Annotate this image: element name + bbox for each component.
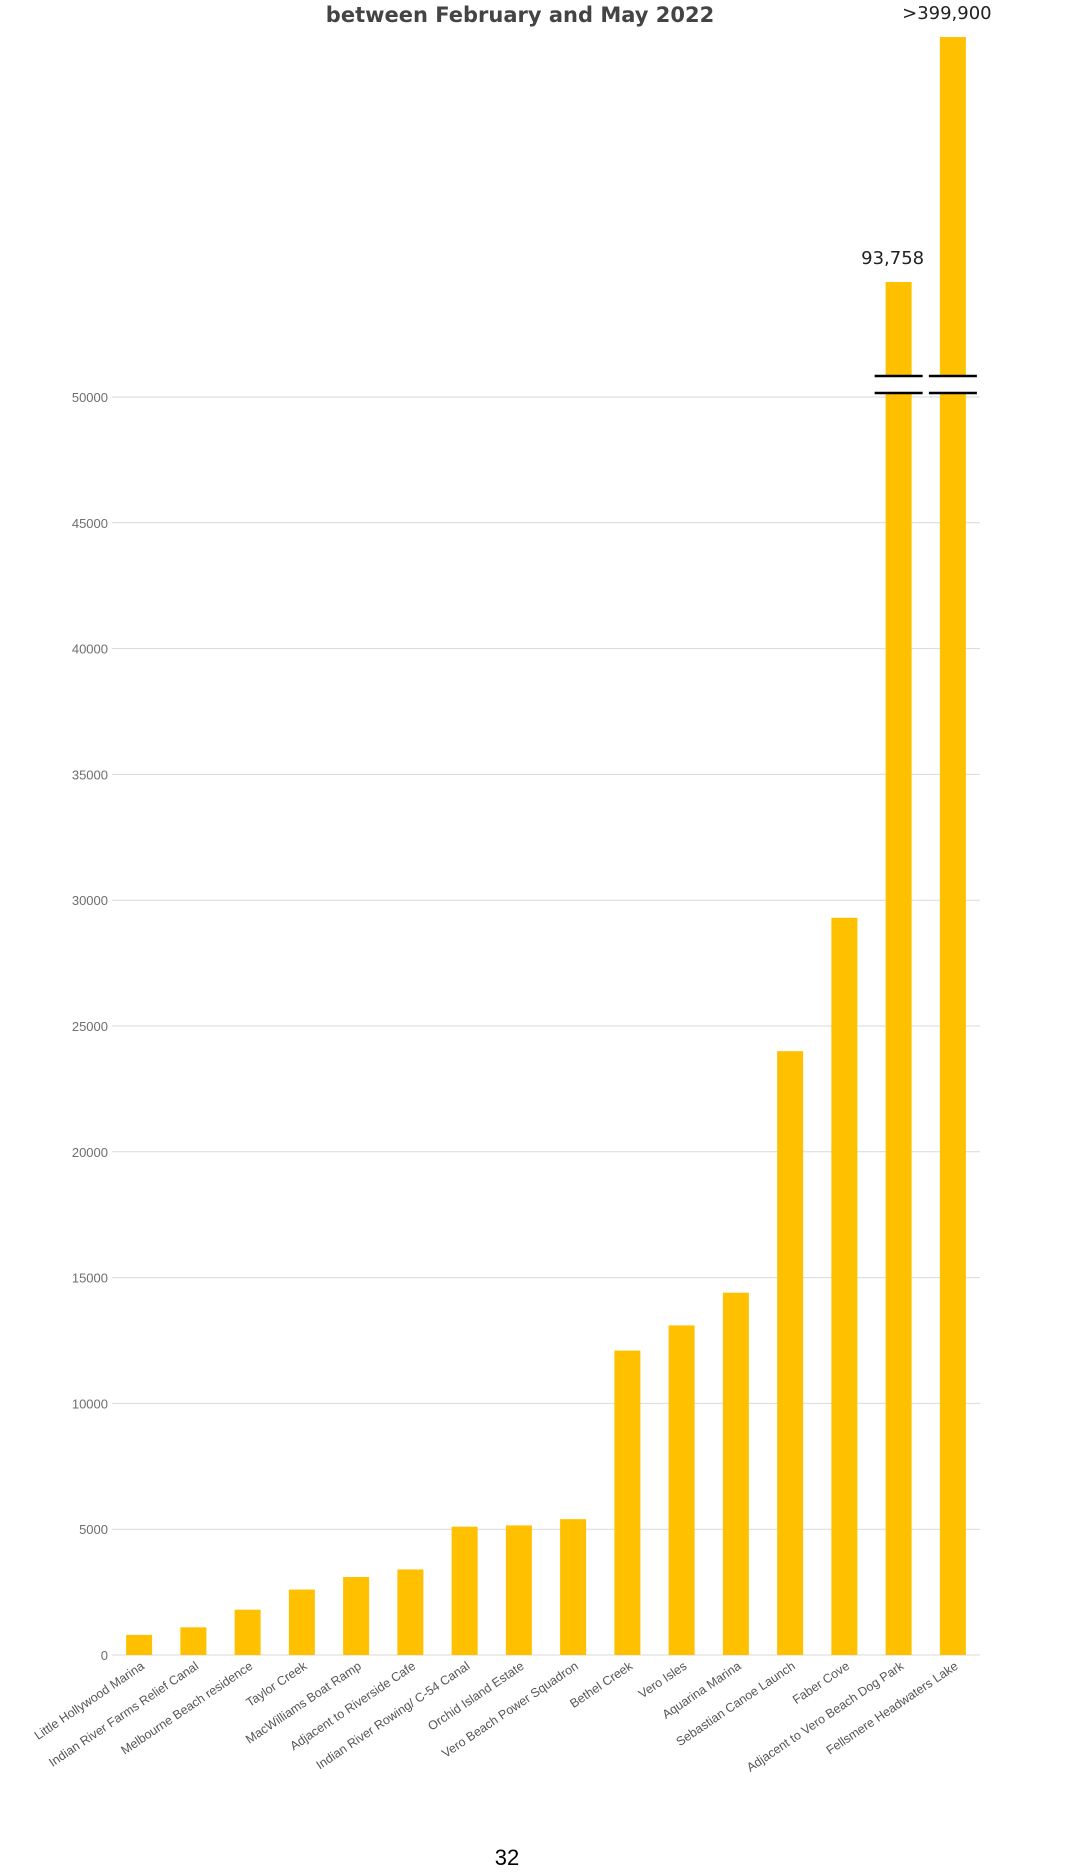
gridlines [112,396,980,1656]
y-tick-label: 45000 [72,516,108,531]
bar [343,1577,370,1655]
bar [614,1350,641,1655]
chart-title: between February and May 2022 [326,3,714,27]
bar [180,1627,207,1655]
y-tick-label: 30000 [72,893,108,908]
bar [288,1589,315,1655]
y-tick-label: 35000 [72,767,108,782]
y-axis-tick-labels: 0 5000 10000 15000 20000 25000 30000 35000 40000… [72,390,108,1663]
bar [234,1609,261,1655]
axis-break-gap [928,377,977,392]
page-number: 32 [495,1845,519,1870]
bar [939,37,966,1655]
bars [126,37,966,1655]
bar [668,1325,695,1655]
axis-break-gap [874,377,923,392]
bar [831,917,858,1655]
axis-break-marks [874,374,977,395]
y-tick-label: 10000 [72,1396,108,1411]
y-tick-label: 5000 [79,1522,108,1537]
category-label: Orchid Island Estate [425,1659,526,1734]
data-label: >399,900 [902,3,992,24]
y-tick-label: 0 [101,1648,108,1663]
bar [505,1525,532,1655]
y-tick-label: 25000 [72,1019,108,1034]
y-tick-label: 15000 [72,1271,108,1286]
bar [885,282,912,1655]
data-labels: 93,758 >399,900 [861,3,992,269]
bar [777,1051,804,1655]
bar [560,1519,587,1655]
bar [451,1526,478,1655]
y-tick-label: 50000 [72,390,108,405]
bar [397,1569,424,1655]
data-label: 93,758 [861,248,924,269]
bar [722,1292,749,1655]
y-tick-label: 40000 [72,642,108,657]
y-tick-label: 20000 [72,1145,108,1160]
bar [126,1634,153,1655]
